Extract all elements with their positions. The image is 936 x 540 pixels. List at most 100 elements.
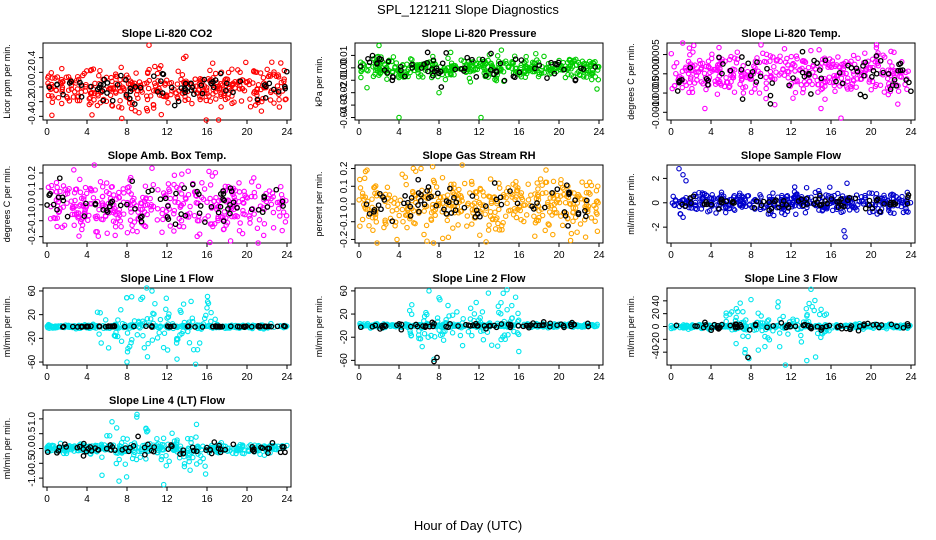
data-point xyxy=(131,323,137,330)
data-point xyxy=(593,205,599,211)
data-point xyxy=(171,172,178,179)
data-point xyxy=(447,185,453,192)
data-point xyxy=(523,70,530,77)
panel-li820-temp: Slope Li-820 Temp.degrees C per min.0 4 8 1… xyxy=(626,28,917,138)
data-point xyxy=(534,180,540,186)
data-point xyxy=(357,176,363,183)
data-point xyxy=(115,317,121,323)
data-point xyxy=(251,90,257,96)
data-point xyxy=(374,60,380,66)
data-point xyxy=(849,199,856,205)
data-point xyxy=(53,179,60,186)
data-point xyxy=(242,192,248,199)
data-point xyxy=(359,190,366,197)
data-point xyxy=(272,443,279,450)
data-point xyxy=(686,79,693,86)
x-tick-label: 4 xyxy=(396,372,402,383)
x-tick-label: 12 xyxy=(473,372,485,383)
data-point xyxy=(237,447,243,453)
data-point xyxy=(187,203,193,210)
data-point xyxy=(270,209,277,216)
data-point xyxy=(498,321,505,327)
data-point xyxy=(497,194,504,201)
data-point xyxy=(155,187,161,193)
data-point xyxy=(171,207,178,214)
data-point xyxy=(867,209,873,216)
data-point xyxy=(234,213,241,220)
data-point xyxy=(772,76,778,82)
data-point xyxy=(536,214,542,221)
data-point xyxy=(384,76,390,82)
data-point xyxy=(261,221,268,227)
data-point xyxy=(474,66,481,73)
data-point xyxy=(430,240,437,246)
data-point xyxy=(134,414,140,420)
data-point xyxy=(683,322,690,328)
data-point xyxy=(234,204,240,211)
data-point xyxy=(165,203,171,209)
data-point xyxy=(518,62,524,68)
data-point xyxy=(162,82,168,88)
data-point xyxy=(892,67,898,74)
data-point xyxy=(141,444,148,451)
data-point xyxy=(172,221,179,228)
data-point xyxy=(251,448,257,455)
data-point xyxy=(357,324,364,331)
data-point xyxy=(99,193,106,200)
data-point xyxy=(392,223,398,229)
x-tick-label: 24 xyxy=(281,250,293,261)
data-point xyxy=(202,216,208,222)
data-point xyxy=(116,195,123,201)
data-point xyxy=(683,178,689,184)
data-point xyxy=(189,315,196,321)
x-tick-label: 20 xyxy=(553,372,565,383)
data-point xyxy=(478,328,484,335)
data-point xyxy=(197,452,204,459)
data-point xyxy=(815,89,821,95)
data-point xyxy=(845,75,851,81)
data-point xyxy=(758,42,764,48)
data-point xyxy=(111,332,118,339)
data-point xyxy=(554,186,561,193)
data-point xyxy=(745,60,752,67)
data-point xyxy=(733,60,740,66)
data-point xyxy=(760,50,766,57)
data-point xyxy=(760,198,767,205)
data-point xyxy=(826,74,833,80)
data-point xyxy=(433,202,440,209)
data-point xyxy=(593,198,600,205)
data-point xyxy=(873,53,880,59)
data-point xyxy=(144,96,151,103)
data-point xyxy=(212,169,219,176)
data-point xyxy=(491,180,498,186)
data-point xyxy=(425,195,432,201)
data-point xyxy=(720,61,726,67)
data-point xyxy=(486,222,492,228)
data-point xyxy=(60,91,66,98)
data-point xyxy=(703,201,710,208)
data-point xyxy=(112,219,119,226)
data-point xyxy=(592,74,599,80)
data-point xyxy=(766,199,772,206)
data-point xyxy=(418,65,425,71)
data-point xyxy=(854,68,861,75)
data-point xyxy=(152,63,158,70)
data-point xyxy=(582,207,588,214)
data-point xyxy=(541,70,548,76)
data-point xyxy=(550,178,557,185)
y-tick-label: -0.2 xyxy=(339,230,350,248)
data-point xyxy=(563,182,570,189)
data-point xyxy=(870,208,876,215)
data-point xyxy=(567,201,574,208)
y-tick-label: -0.0005 xyxy=(651,76,662,110)
data-point xyxy=(533,50,539,57)
data-point xyxy=(194,346,201,353)
data-point xyxy=(182,89,188,96)
data-point xyxy=(392,219,399,225)
data-point xyxy=(254,96,261,103)
data-point xyxy=(832,88,838,95)
data-point xyxy=(770,190,776,196)
data-point xyxy=(109,97,116,104)
data-point xyxy=(64,187,71,194)
y-tick-label: 0.0 xyxy=(27,80,38,94)
